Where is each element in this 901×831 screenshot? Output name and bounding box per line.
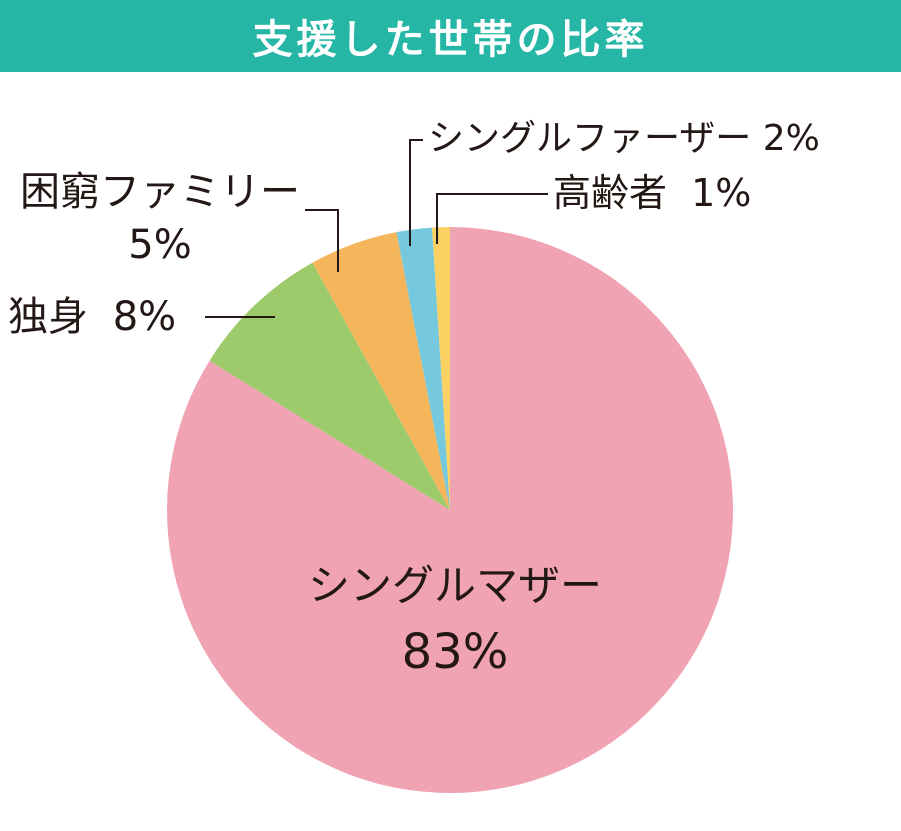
slice-label-poor-family: 困窮ファミリー <box>20 169 300 215</box>
leader-lines <box>205 139 548 318</box>
pie-slice-elderly <box>432 227 450 510</box>
slice-labels: シングルマザー 83% 独身 8% 困窮ファミリー 5% シングルファーザー 2… <box>8 118 820 680</box>
slice-label-single-mother: シングルマザー <box>308 561 602 610</box>
slice-value-poor-family: 5% <box>128 222 191 268</box>
pie-slice-single-father <box>396 227 450 510</box>
chart-title: 支援した世帯の比率 <box>252 17 649 63</box>
slice-label-single-father: シングルファーザー 2% <box>428 118 820 159</box>
slice-label-elderly-value: 1% <box>691 171 751 215</box>
title-bar: 支援した世帯の比率 <box>0 0 901 72</box>
slice-label-single-value: 8% <box>113 294 176 340</box>
leader-line-single-father <box>409 139 423 246</box>
leader-line-poor-family <box>305 209 339 272</box>
slice-label-single-name: 独身 <box>8 294 88 340</box>
slice-label-single-father-value: 2% <box>763 118 820 159</box>
slice-label-single-father-name: シングルファーザー <box>428 118 751 159</box>
pie-slices <box>167 227 734 793</box>
pie-slice-single-mother <box>167 227 734 793</box>
pie-slice-single <box>209 262 450 510</box>
slice-value-single-mother: 83% <box>402 624 509 680</box>
slice-label-single: 独身 8% <box>8 294 176 340</box>
slice-label-elderly: 高齢者 1% <box>553 171 751 215</box>
slice-label-elderly-name: 高齢者 <box>553 171 667 215</box>
pie-slice-poor-family <box>312 232 450 511</box>
leader-line-elderly <box>436 193 548 244</box>
